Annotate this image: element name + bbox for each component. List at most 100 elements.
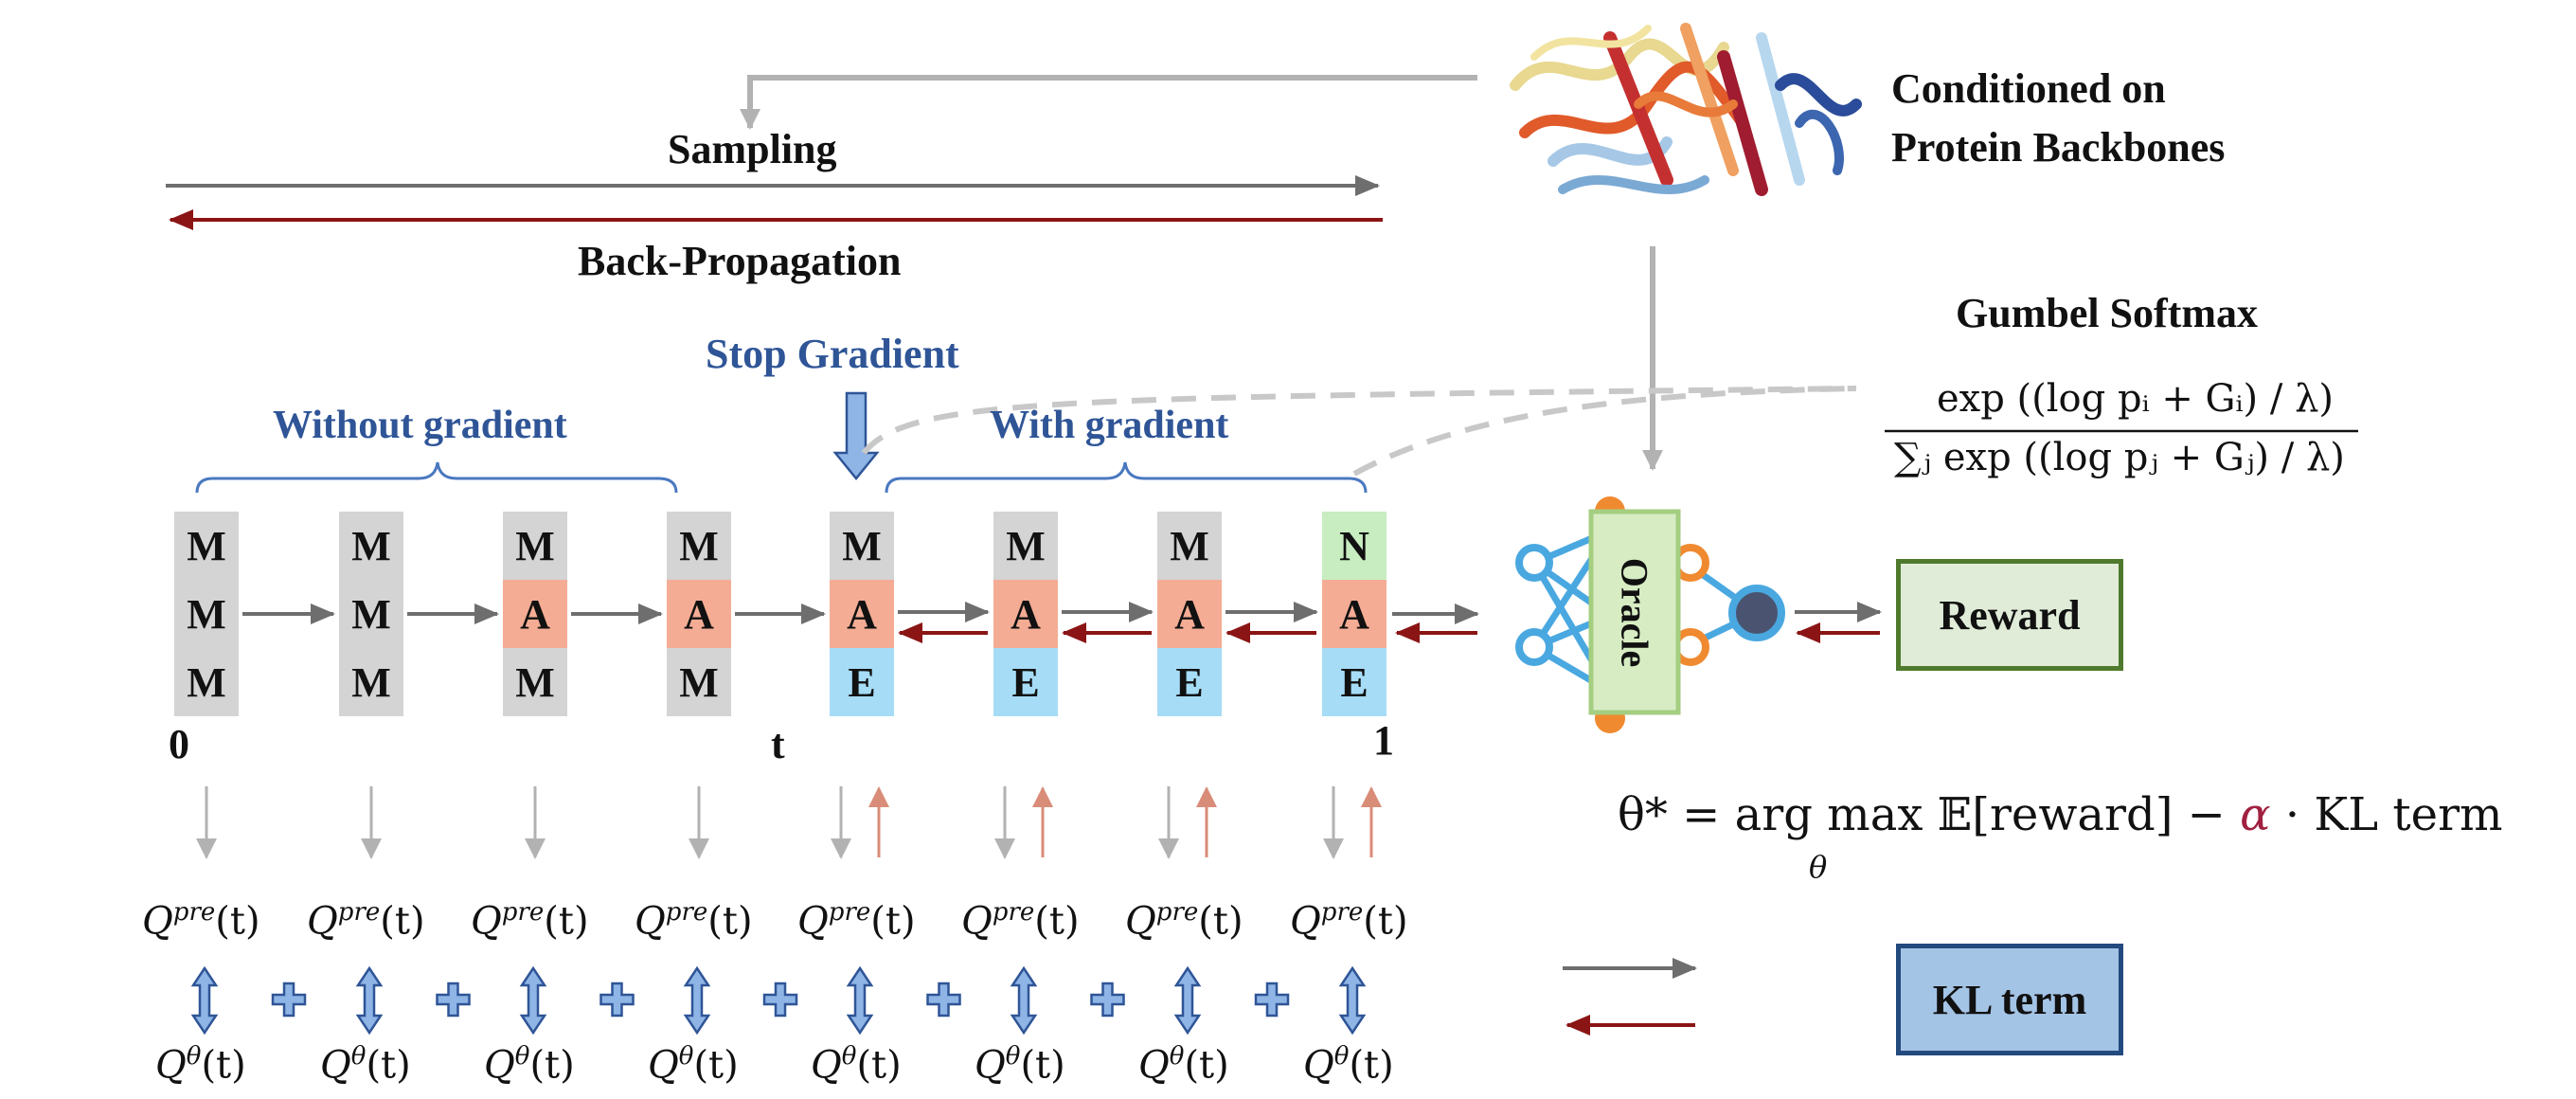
q-pre-term-2: Qpre(t) — [471, 898, 589, 943]
protein-structure-image — [1510, 23, 1862, 196]
cell-col7-row0: N — [1322, 512, 1386, 580]
q-theta-sup: θ — [1005, 1042, 1021, 1071]
q-double-arrow-7 — [1338, 965, 1367, 1036]
q-theta-sup: θ — [841, 1042, 857, 1071]
q-pre-sup: pre — [337, 898, 381, 927]
q-double-arrow-4 — [846, 965, 874, 1036]
q-theta-term-2: Qθ(t) — [484, 1042, 575, 1087]
q-pre-sup: pre — [665, 898, 708, 927]
gumbel-softmax-title: Gumbel Softmax — [1956, 290, 2258, 336]
sampling-label: Sampling — [668, 126, 837, 172]
q-theta-arg: (t) — [1349, 1043, 1394, 1088]
q-double-arrow-3 — [683, 965, 711, 1036]
reward-box: Reward — [1896, 559, 2123, 671]
conditioning-arrow — [740, 75, 1477, 130]
q-theta-symbol: Q — [155, 1043, 187, 1088]
cell-col1-row1: M — [339, 580, 403, 648]
q-pre-symbol: Q — [1290, 899, 1321, 944]
cell-col3-row2: M — [667, 648, 731, 716]
q-pre-symbol: Q — [635, 899, 666, 944]
q-pre-symbol: Q — [471, 899, 502, 944]
q-pre-sup: pre — [501, 898, 545, 927]
q-theta-sup: θ — [514, 1042, 530, 1071]
q-pre-symbol: Q — [961, 899, 993, 944]
q-theta-term-4: Qθ(t) — [811, 1042, 902, 1087]
objective-alpha: α — [2240, 788, 2271, 841]
cell-col3-row1: A — [667, 580, 731, 648]
q-theta-sup: θ — [1169, 1042, 1185, 1071]
cell-col0-row0: M — [174, 512, 239, 580]
cell-col6-row1: A — [1157, 580, 1222, 648]
q-theta-arg: (t) — [1184, 1043, 1229, 1088]
q-pre-sup: pre — [992, 898, 1035, 927]
conditioned-label-line2: Protein Backbones — [1891, 124, 2226, 171]
cell-col0-row2: M — [174, 648, 239, 716]
cell-col2-row1: A — [503, 580, 567, 648]
q-pre-symbol: Q — [1125, 899, 1156, 944]
stop-gradient-arrow — [832, 391, 880, 480]
without-gradient-bracket — [195, 461, 678, 494]
q-pre-term-5: Qpre(t) — [961, 898, 1080, 943]
plus-sign-6 — [1254, 982, 1290, 1018]
cell-col2-row2: M — [503, 648, 567, 716]
q-theta-arg: (t) — [856, 1043, 902, 1088]
q-theta-term-5: Qθ(t) — [975, 1042, 1065, 1087]
gumbel-dashed-curve-2 — [1352, 386, 1857, 477]
q-theta-symbol: Q — [648, 1043, 679, 1088]
q-pre-term-1: Qpre(t) — [307, 898, 425, 943]
cell-col5-row1: A — [993, 580, 1058, 648]
objective-formula: θ* = arg max 𝔼[reward] − α · KL term — [1618, 788, 2503, 841]
q-theta-symbol: Q — [1303, 1043, 1334, 1088]
q-theta-symbol: Q — [320, 1043, 351, 1088]
q-pre-arg: (t) — [707, 899, 753, 944]
objective-lhs: θ* = arg max — [1618, 788, 1923, 841]
q-pre-term-4: Qpre(t) — [797, 898, 916, 943]
q-double-arrow-6 — [1173, 965, 1202, 1036]
objective-subscript: θ — [1809, 849, 1828, 885]
cell-col1-row2: M — [339, 648, 403, 716]
objective-mid: 𝔼[reward] − — [1937, 788, 2226, 841]
plus-sign-1 — [436, 982, 471, 1018]
q-pre-sup: pre — [1155, 898, 1199, 927]
q-pre-term-6: Qpre(t) — [1125, 898, 1243, 943]
q-theta-sup: θ — [186, 1042, 202, 1071]
q-theta-term-3: Qθ(t) — [648, 1042, 739, 1087]
time-label-t: t — [771, 721, 785, 767]
cell-col5-row0: M — [993, 512, 1058, 580]
q-pre-arg: (t) — [1363, 899, 1408, 944]
back-propagation-label: Back-Propagation — [578, 238, 902, 284]
q-theta-term-1: Qθ(t) — [320, 1042, 411, 1087]
q-theta-term-7: Qθ(t) — [1303, 1042, 1394, 1087]
q-theta-symbol: Q — [975, 1043, 1006, 1088]
plus-sign-2 — [599, 982, 635, 1018]
q-pre-sup: pre — [828, 898, 871, 927]
column-arrows — [242, 602, 1479, 643]
q-double-arrow-0 — [190, 965, 219, 1036]
kl-term-box: KL term — [1896, 944, 2123, 1055]
q-theta-symbol: Q — [484, 1043, 515, 1088]
time-label-1: 1 — [1373, 717, 1394, 764]
time-label-0: 0 — [169, 721, 189, 767]
q-pre-arg: (t) — [870, 899, 916, 944]
plus-sign-3 — [762, 982, 798, 1018]
q-theta-symbol: Q — [1138, 1043, 1170, 1088]
q-pre-symbol: Q — [797, 899, 829, 944]
plus-sign-5 — [1090, 982, 1125, 1018]
oracle-network — [1515, 496, 1785, 733]
plus-sign-0 — [271, 982, 307, 1018]
cell-col7-row2: E — [1322, 648, 1386, 716]
q-theta-arg: (t) — [1020, 1043, 1065, 1088]
q-pre-symbol: Q — [142, 899, 173, 944]
q-pre-term-0: Qpre(t) — [142, 898, 260, 943]
gumbel-denominator: ∑ⱼ exp ((log pⱼ + Gⱼ) / λ) — [1894, 436, 2345, 479]
q-theta-term-6: Qθ(t) — [1138, 1042, 1229, 1087]
q-pre-arg: (t) — [1198, 899, 1243, 944]
without-gradient-label: Without gradient — [273, 404, 567, 447]
cell-col7-row1: A — [1322, 580, 1386, 648]
q-theta-term-0: Qθ(t) — [155, 1042, 246, 1087]
q-pre-term-7: Qpre(t) — [1290, 898, 1408, 943]
cell-col4-row1: A — [830, 580, 894, 648]
q-theta-arg: (t) — [201, 1043, 246, 1088]
cell-col6-row2: E — [1157, 648, 1222, 716]
